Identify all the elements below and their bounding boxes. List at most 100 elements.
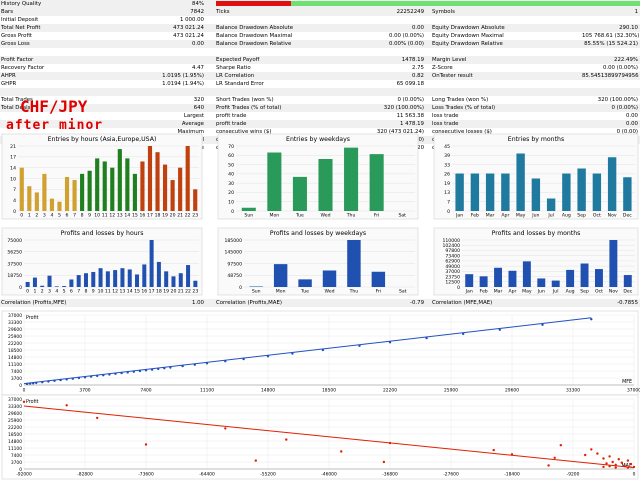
entries-months-bar <box>455 173 464 211</box>
pl-hours-bar <box>62 286 67 287</box>
pl-hours-x-tick: 16 <box>141 289 147 295</box>
pl-hours-bar <box>127 269 132 287</box>
summary-label: LR Standard Error <box>216 81 264 87</box>
scatter-mae-x-tick: -64400 <box>199 472 215 478</box>
entries-hours-bar <box>147 146 153 211</box>
summary-row <box>0 64 640 72</box>
summary-value: 0.00 (0.00%) <box>388 33 424 39</box>
summary-value: 0.00 <box>625 113 638 119</box>
scatter-mae-y-tick: 18500 <box>8 432 22 438</box>
pl-months-x-tick: Nov <box>609 289 618 295</box>
pl-months-y-tick: 37000 <box>445 269 460 275</box>
summary-label: Equity Drawdown Maximal <box>432 33 504 39</box>
scatter-mfe-point <box>77 376 81 380</box>
summary-value: 1.0194 (1.94%) <box>162 81 204 87</box>
scatter-mfe-point <box>498 328 501 331</box>
scatter-mae-point <box>22 400 26 403</box>
summary-row <box>0 80 640 88</box>
summary-row <box>0 72 640 80</box>
quality-bar-bad <box>216 1 291 6</box>
pl-hours-x-tick: 3 <box>48 289 51 295</box>
scatter-mfe-point <box>89 375 93 378</box>
scatter-mae-point <box>340 450 343 453</box>
scatter-mfe-point <box>541 323 544 326</box>
pl-weekdays-x-tick: Wed <box>324 289 334 295</box>
summary-label: loss trade <box>432 121 459 127</box>
entries-weekdays-y-tick: 20 <box>228 190 234 196</box>
scatter-mae-point <box>285 438 288 441</box>
scatter-mae-point <box>614 463 617 466</box>
scatter-mfe-point <box>65 378 68 381</box>
scatter-mfe-point <box>590 318 593 321</box>
entries-hours-bar <box>117 149 122 211</box>
pl-weekdays-bar <box>371 271 386 287</box>
pl-hours-bar <box>156 261 161 287</box>
summary-label: GHPR <box>1 81 17 87</box>
entries-hours-bar <box>34 192 39 211</box>
summary-label: Profit Factor <box>1 57 34 63</box>
pl-weekdays-bar <box>322 270 337 287</box>
summary-row <box>0 104 640 112</box>
entries-hours-y-tick: 7 <box>13 187 16 193</box>
summary-label: Margin Level <box>432 57 467 63</box>
scatter-mae-point <box>629 462 633 466</box>
scatter-mae-x-tick: -82800 <box>77 472 93 478</box>
scatter-mae-point <box>65 404 68 407</box>
quality-value: 84% <box>192 1 204 7</box>
scatter-mfe-y-tick: 14800 <box>8 355 22 361</box>
scatter-mae-point <box>602 457 605 460</box>
summary-value: 0.00 <box>625 121 638 127</box>
scatter-mae-y-tick: 22200 <box>8 425 22 431</box>
summary-label: consecutive wins ($) <box>216 129 272 135</box>
scatter-mfe-point <box>102 374 105 377</box>
entries-hours-x-tick: 5 <box>58 213 61 219</box>
scatter-mfe-point <box>169 366 172 369</box>
summary-value: Largest <box>183 113 204 119</box>
scatter-mfe-x-tick: 33300 <box>566 388 580 394</box>
pl-hours-bar <box>164 271 169 287</box>
scatter-mfe-point <box>25 382 29 386</box>
summary-label: Symbols <box>432 9 455 15</box>
summary-label: Long Trades (won %) <box>432 97 489 103</box>
summary-value: 85.54513899794956 <box>582 73 639 79</box>
summary-row <box>0 40 640 48</box>
summary-row <box>0 48 640 56</box>
scatter-mae-point <box>590 448 593 451</box>
scatter-mfe-y-label: Profit <box>26 315 39 321</box>
pl-hours-x-tick: 7 <box>77 289 80 295</box>
entries-months-y-tick: 13 <box>444 190 450 196</box>
pl-hours-x-tick: 18 <box>156 289 162 295</box>
scatter-mfe-point <box>35 381 38 385</box>
quality-bar-good <box>291 1 640 6</box>
entries-months-y-tick: 7 <box>447 200 450 206</box>
summary-value: 4.47 <box>191 65 204 71</box>
summary-label: Gross Loss <box>1 41 30 47</box>
pl-hours-x-tick: 19 <box>163 289 169 295</box>
corr-mfe-value: 1.00 <box>191 300 204 306</box>
pl-hours-bar <box>171 276 176 287</box>
entries-months-bar <box>607 157 617 211</box>
scatter-mfe-y-tick: 29600 <box>8 327 22 333</box>
scatter-mfe-point <box>96 374 99 378</box>
entries-hours-x-tick: 3 <box>43 213 46 219</box>
summary-value: 320 <box>413 145 424 151</box>
scatter-mfe-point <box>266 355 270 358</box>
pl-hours-x-tick: 20 <box>171 289 177 295</box>
entries-weekdays-bar <box>318 159 333 211</box>
scatter-mfe-x-tick: 0 <box>23 388 26 394</box>
pl-weekdays-x-tick: Fri <box>376 289 381 295</box>
summary-value: 1.0195 (1.95%) <box>162 73 204 79</box>
pl-hours-x-tick: 9 <box>92 289 95 295</box>
pl-hours-frame <box>1 227 203 296</box>
scatter-mfe-point <box>388 341 392 344</box>
scatter-mae-point <box>254 459 257 462</box>
scatter-mae-point <box>626 466 630 469</box>
pl-months-x-tick: Jul <box>552 289 559 295</box>
summary-label: Balance Drawdown Maximal <box>216 33 293 39</box>
summary-label: consecutive losses ($) <box>432 129 492 135</box>
pl-months-bar <box>551 280 560 287</box>
entries-hours-x-tick: 11 <box>102 213 108 219</box>
scatter-mfe-point <box>31 382 35 385</box>
entries-weekdays-y-tick: 0 <box>231 209 234 215</box>
scatter-mae-x-tick: -36800 <box>382 472 398 478</box>
